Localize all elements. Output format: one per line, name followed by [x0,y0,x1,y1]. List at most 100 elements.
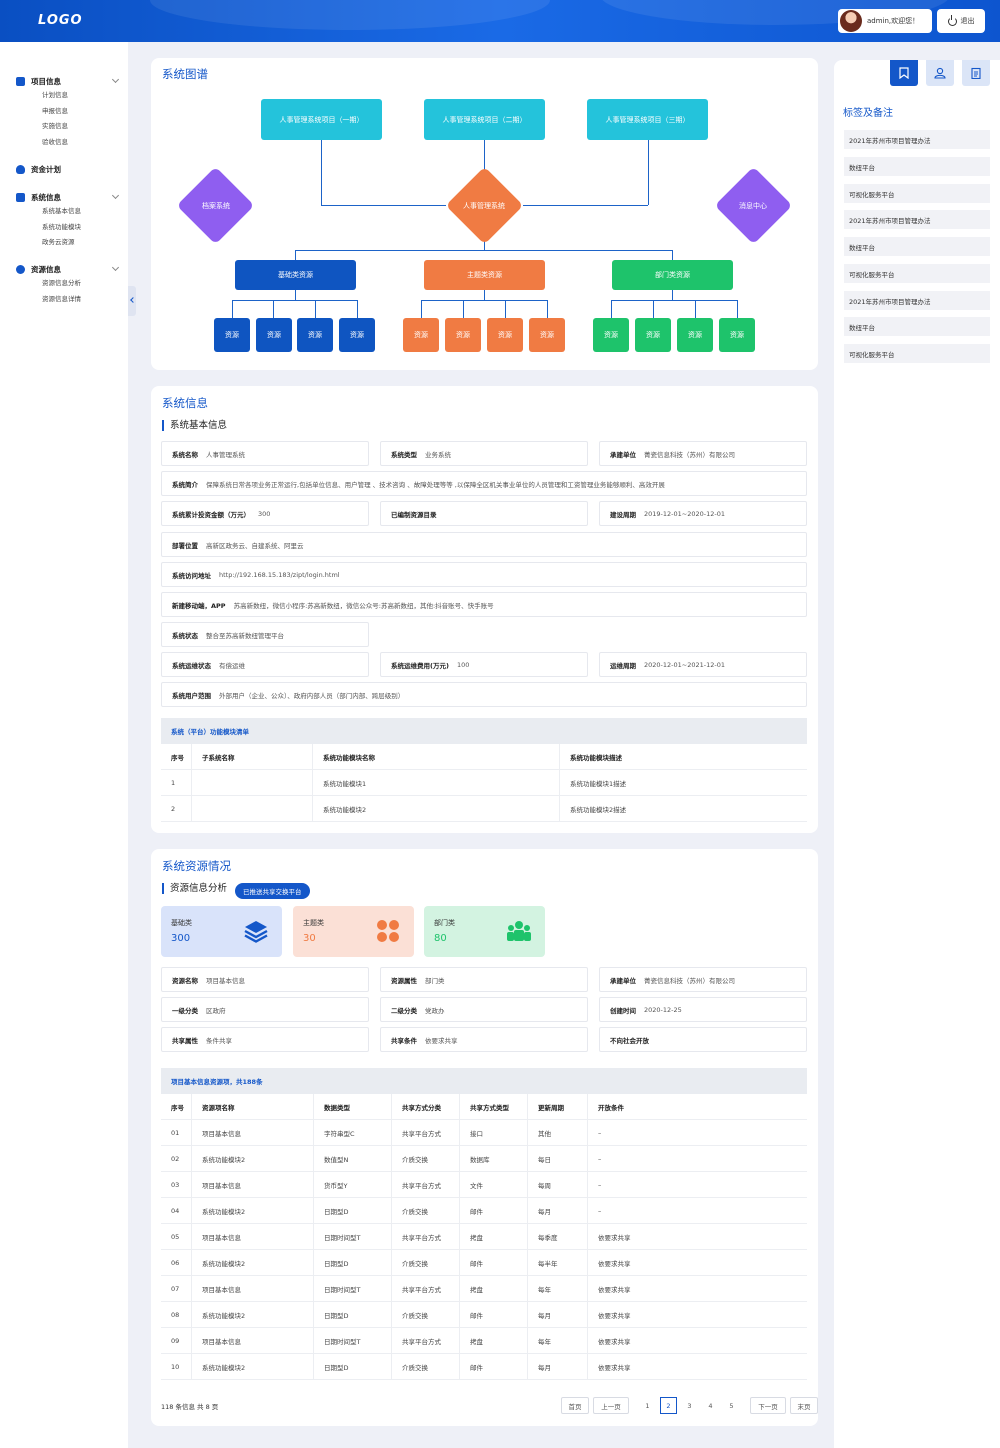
resource-leaf[interactable]: 资源 [339,318,375,352]
resource-leaf[interactable]: 资源 [297,318,333,352]
table-cell: 每月 [528,1302,588,1327]
category-node[interactable]: 部门类资源 [612,260,733,290]
table-cell: 05 [161,1224,192,1249]
table-row[interactable]: 09 项目基本信息 日期时间型T 共享平台方式 拷盘 每年 依要求共享 [161,1328,807,1354]
stat-value: 300 [171,933,191,944]
chevron-down-icon[interactable] [111,191,120,200]
resource-leaf[interactable]: 资源 [403,318,439,352]
sidebar-group-system[interactable]: 系统信息 系统基本信息 系统功能模块 政务云资源 [0,190,128,251]
user-tab[interactable] [926,60,954,86]
sidebar-group-header[interactable]: 系统信息 [0,190,128,204]
category-node[interactable]: 基础类资源 [235,260,356,290]
connector [484,140,485,170]
page-number[interactable]: 5 [729,1401,734,1410]
table-row[interactable]: 04 系统功能模块2 日期型D 介质交换 邮件 每月 – [161,1198,807,1224]
resource-leaf[interactable]: 资源 [214,318,250,352]
table-cell: 依要求共享 [598,1285,631,1294]
sidebar-item[interactable]: 系统功能模块 [42,222,81,231]
table-cell: 04 [161,1198,192,1223]
sidebar-group-resource[interactable]: 资源信息 资源信息分析 资源信息详情 [0,262,128,307]
next-page-button[interactable]: 下一页 [750,1397,786,1414]
sidebar-item[interactable]: 政务云资源 [42,238,75,246]
resource-leaf[interactable]: 资源 [529,318,565,352]
resource-leaf[interactable]: 资源 [719,318,755,352]
project-node[interactable]: 人事管理系统项目（一期） [261,99,382,140]
table-cell: 10 [161,1354,192,1379]
tag-item[interactable]: 数纽平台 [844,317,990,336]
tag-item[interactable]: 可视化服务平台 [844,184,990,203]
field-category-2: 二级分类 党政办 [380,997,588,1022]
page-number-current[interactable]: 2 [660,1397,677,1414]
resource-leaf[interactable]: 资源 [635,318,671,352]
table-cell: 系统功能模块2 [192,1302,314,1327]
table-row[interactable]: 02 系统功能模块2 数值型N 介质交换 数据库 每日 – [161,1146,807,1172]
connector [295,250,296,260]
sidebar-item[interactable]: 实施信息 [42,122,68,130]
sidebar-item[interactable]: 资源信息分析 [42,279,81,287]
resource-leaf[interactable]: 资源 [256,318,292,352]
table-cell: 每半年 [528,1250,588,1275]
last-page-button[interactable]: 末页 [790,1397,818,1414]
sidebar-group-header[interactable]: 资金计划 [0,162,128,176]
page-number[interactable]: 4 [708,1401,713,1410]
sidebar-group-header[interactable]: 资源信息 [0,262,128,276]
project-node[interactable]: 人事管理系统项目（三期） [587,99,708,140]
resource-leaf[interactable]: 资源 [593,318,629,352]
prev-page-button[interactable]: 上一页 [593,1397,629,1414]
table-row[interactable]: 03 项目基本信息 货币型Y 共享平台方式 文件 每周 – [161,1172,807,1198]
tag-item[interactable]: 数纽平台 [844,157,990,176]
bookmark-tab[interactable] [890,60,918,86]
resource-leaf[interactable]: 资源 [445,318,481,352]
table-cell: 介质交换 [392,1250,460,1275]
category-node[interactable]: 主题类资源 [424,260,545,290]
table-row[interactable]: 05 项目基本信息 日期时间型T 共享平台方式 拷盘 每季度 依要求共享 [161,1224,807,1250]
sidebar-collapse-button[interactable] [128,286,136,316]
connector [232,300,358,301]
project-node[interactable]: 人事管理系统项目（二期） [424,99,545,140]
resource-items-table: 项目基本信息资源项，共188条 序号 资源项名称 数据类型 共享方式分类 共享方… [161,1068,807,1380]
sidebar-item[interactable]: 申报信息 [42,106,68,115]
resource-leaf[interactable]: 资源 [487,318,523,352]
tag-item[interactable]: 可视化服务平台 [844,264,990,283]
table-row[interactable]: 07 项目基本信息 日期时间型T 共享平台方式 拷盘 每年 依要求共享 [161,1276,807,1302]
field-build-period: 建设周期 2019-12-01~2020-12-01 [599,501,807,526]
tag-item[interactable]: 可视化服务平台 [844,344,990,363]
field-system-name: 系统名称 人事管理系统 [161,441,369,466]
page-number[interactable]: 1 [645,1401,650,1410]
tag-item[interactable]: 2021年苏州市项目管理办法 [844,291,990,310]
connector [421,300,547,301]
sidebar-group-funding[interactable]: 资金计划 [0,162,128,176]
table-row[interactable]: 06 系统功能模块2 日期型D 介质交换 邮件 每半年 依要求共享 [161,1250,807,1276]
sidebar-item[interactable]: 系统基本信息 [42,207,81,215]
sidebar-item[interactable]: 计划信息 [42,91,68,99]
tag-item[interactable]: 2021年苏州市项目管理办法 [844,130,990,149]
clipboard-tab[interactable] [962,60,990,86]
table-row[interactable]: 10 系统功能模块2 日期型D 介质交换 邮件 每月 依要求共享 [161,1354,807,1380]
stat-basic[interactable]: 基础类 300 [161,906,282,957]
panel-title: 标签及备注 [843,108,893,119]
table-row[interactable]: 08 系统功能模块2 日期型D 介质交换 邮件 每月 依要求共享 [161,1302,807,1328]
sidebar-item[interactable]: 资源信息详情 [42,294,81,303]
sidebar-item[interactable]: 验收信息 [42,137,68,146]
stat-topic[interactable]: 主题类 30 [293,906,414,957]
stat-dept[interactable]: 部门类 80 [424,906,545,957]
table-cell: 共享平台方式 [392,1172,460,1197]
field-investment: 系统累计投资金额（万元） 300 [161,501,369,526]
logout-button[interactable]: 退出 [937,9,985,33]
sidebar-group-header[interactable]: 项目信息 [0,74,128,88]
sidebar-group-project[interactable]: 项目信息 计划信息 申报信息 实施信息 验收信息 [0,74,128,150]
page-number[interactable]: 3 [687,1401,692,1410]
message-label: 消息中心 [739,202,767,210]
table-row[interactable]: 01 项目基本信息 字符串型C 共享平台方式 接口 其他 – [161,1120,807,1146]
table-cell: 项目基本信息 [192,1120,314,1145]
tag-item[interactable]: 2021年苏州市项目管理办法 [844,210,990,229]
table-row[interactable]: 1 系统功能模块1 系统功能模块1描述 [161,770,807,796]
first-page-button[interactable]: 首页 [561,1397,589,1414]
chevron-down-icon[interactable] [111,75,120,84]
table-cell: 07 [161,1276,192,1301]
resource-leaf[interactable]: 资源 [677,318,713,352]
table-row[interactable]: 2 系统功能模块2 系统功能模块2描述 [161,796,807,822]
user-menu[interactable]: admin,欢迎您！ [838,9,932,33]
chevron-down-icon[interactable] [111,263,120,272]
tag-item[interactable]: 数纽平台 [844,237,990,256]
